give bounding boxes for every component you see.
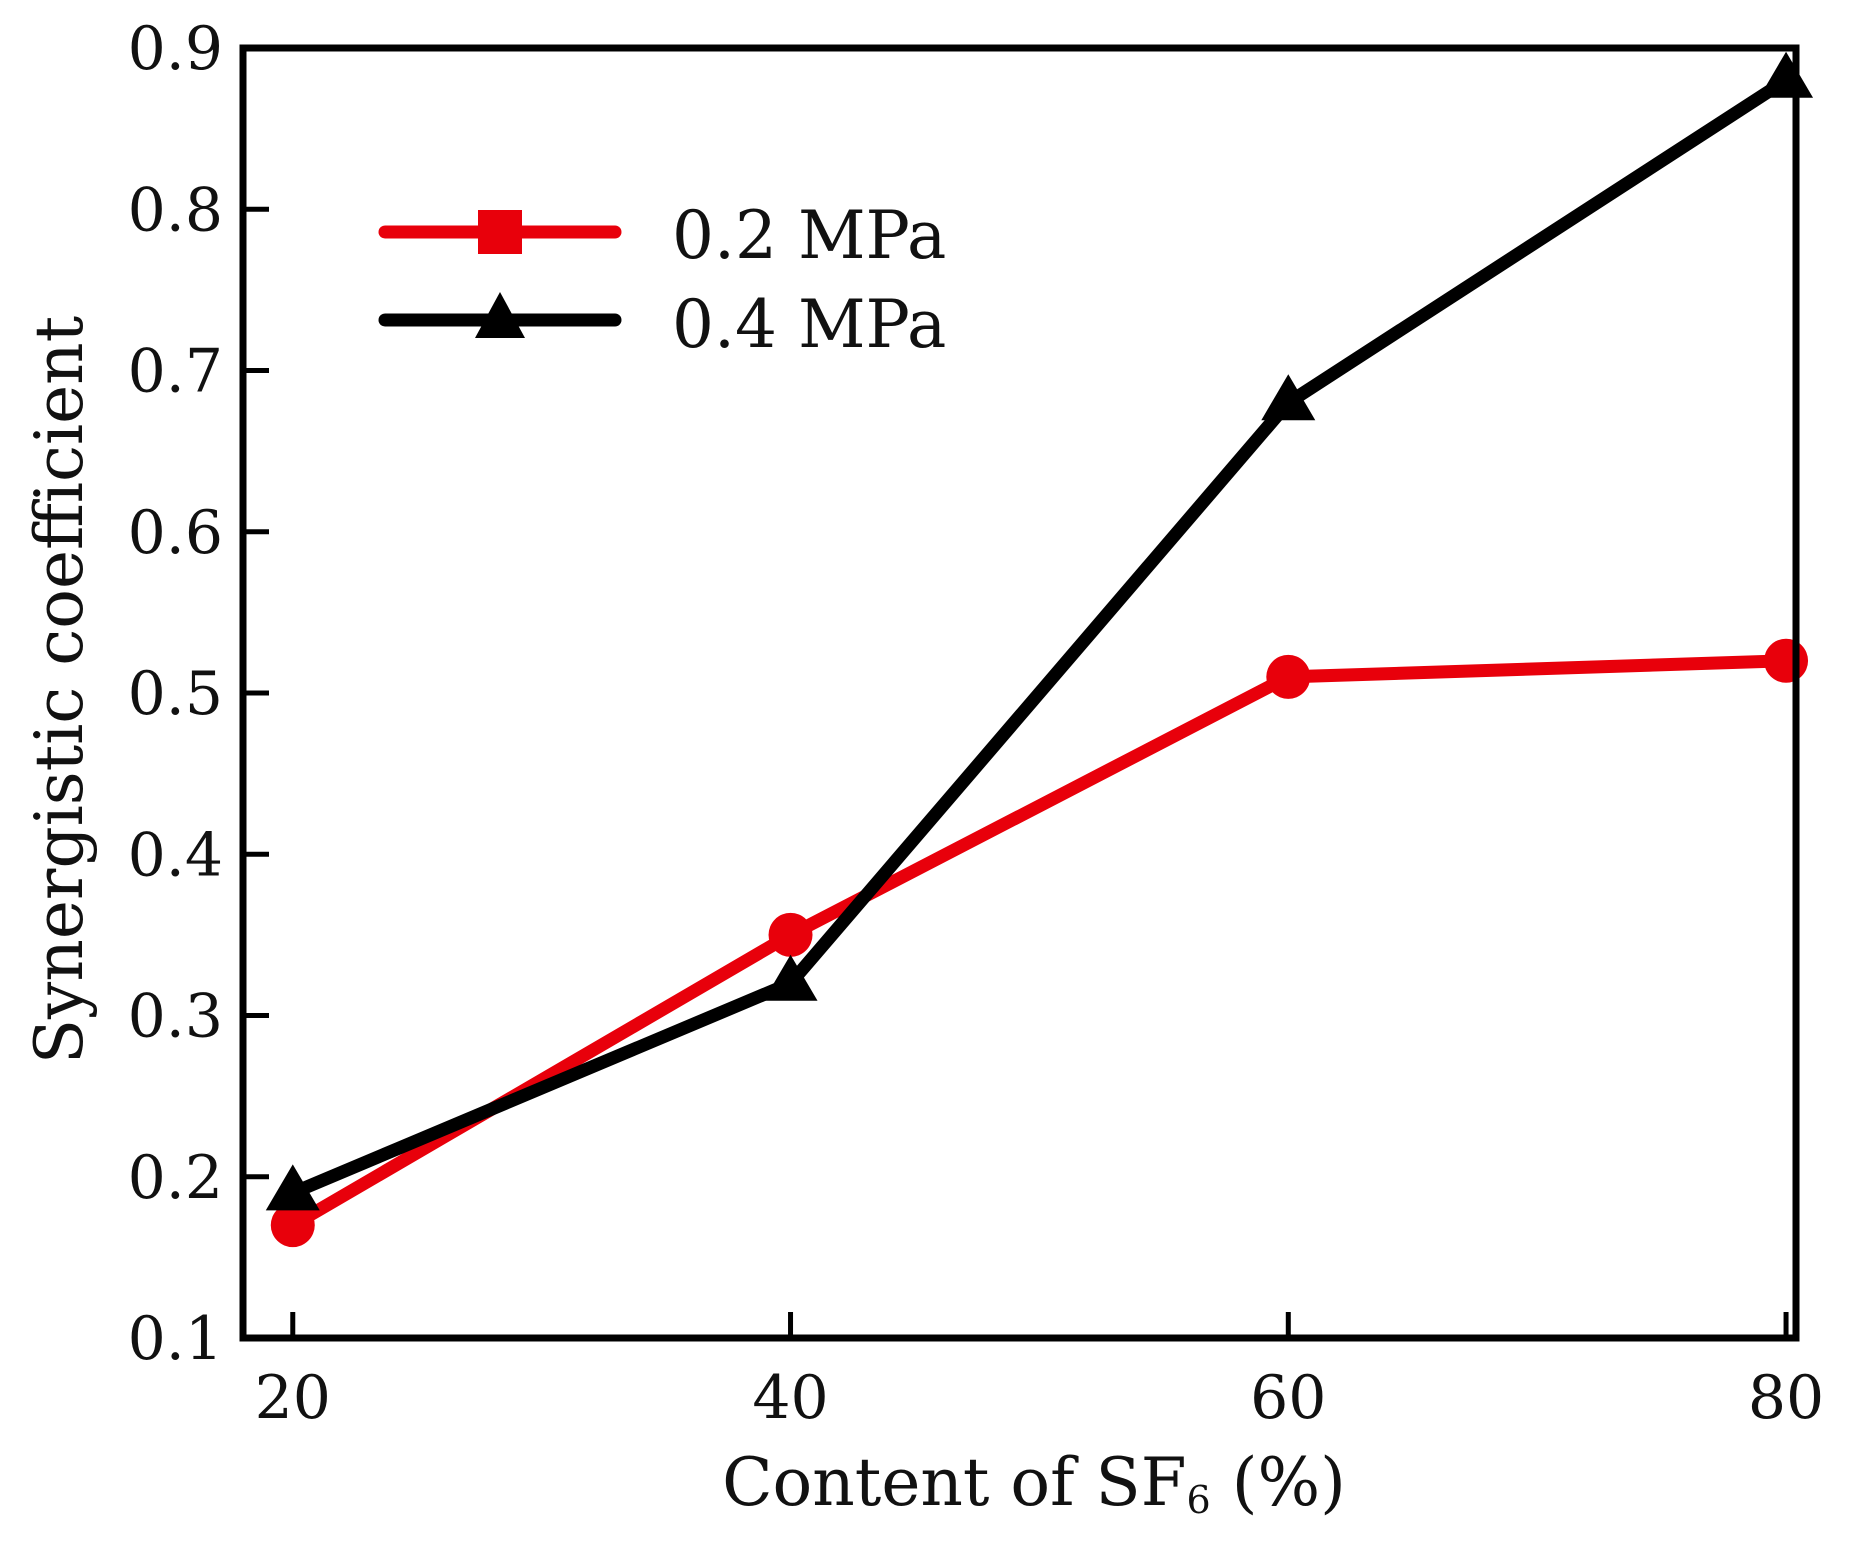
series-line-0-2-mpa (289, 654, 1787, 1231)
y-tick-label: 0.8 (128, 175, 223, 245)
legend-label-0-4-mpa: 0.4 MPa (672, 286, 946, 363)
y-axis-label: Synergistic coefficient (21, 316, 98, 1064)
y-tick-label: 0.7 (128, 337, 223, 407)
legend-square-marker (478, 210, 522, 254)
y-tick-label: 0.9 (128, 14, 223, 84)
series-layer (265, 51, 1814, 1248)
x-axis-label-subscript: 6 (1187, 1478, 1211, 1522)
data-point (1261, 374, 1316, 421)
legend-item-0-4-mpa: 0.4 MPa (378, 286, 946, 363)
y-tick-label: 0.1 (128, 1304, 223, 1374)
y-tick-label: 0.4 (128, 820, 223, 890)
y-tick-label: 0.2 (128, 1143, 223, 1213)
y-tick-label: 0.6 (128, 498, 223, 568)
plot-frame (239, 44, 1800, 1342)
x-tick-label: 40 (752, 1363, 828, 1433)
data-point (1759, 51, 1814, 98)
data-point (1266, 654, 1311, 699)
data-point (768, 912, 813, 957)
y-ticks: 0.1 0.2 0.3 0.4 0.5 0.6 0.7 0.8 0.9 (128, 14, 269, 1374)
y-tick-label: 0.3 (128, 982, 223, 1052)
x-axis-label-suffix: (%) (1211, 1444, 1346, 1521)
x-tick-label: 20 (255, 1363, 331, 1433)
data-point (270, 1203, 315, 1248)
x-tick-label: 60 (1250, 1363, 1326, 1433)
legend-triangle-marker (475, 292, 525, 338)
x-axis-label-main: Content of SF (722, 1444, 1186, 1521)
data-point (265, 1164, 320, 1211)
data-point (1764, 638, 1809, 683)
x-ticks: 20 40 60 80 (255, 1312, 1824, 1433)
legend-item-0-2-mpa: 0.2 MPa (378, 197, 946, 274)
y-tick-label: 0.5 (128, 659, 223, 729)
series-0-4-mpa (265, 51, 1814, 1211)
legend-label-0-2-mpa: 0.2 MPa (672, 197, 946, 274)
series-0-2-mpa (270, 638, 1809, 1248)
data-point (763, 954, 818, 1001)
x-tick-label: 80 (1748, 1363, 1824, 1433)
legend: 0.2 MPa 0.4 MPa (378, 197, 946, 363)
x-axis-label: Content of SF6 (%) (722, 1444, 1346, 1522)
series-line-0-4-mpa (290, 74, 1790, 1199)
